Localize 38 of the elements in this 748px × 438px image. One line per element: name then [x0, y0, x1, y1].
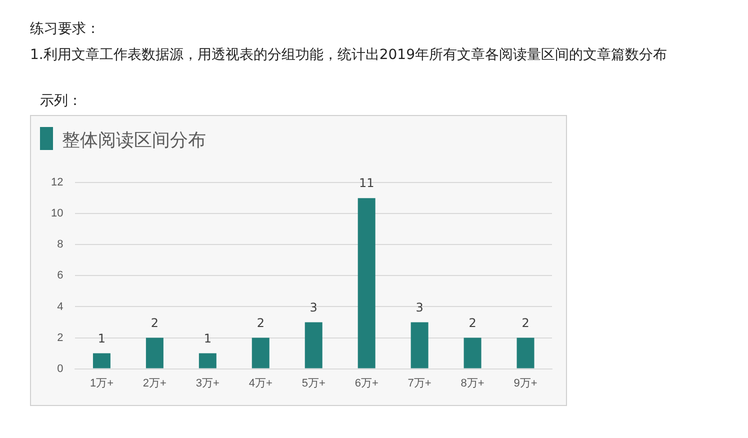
data-label: 2 [256, 316, 264, 330]
data-label: 11 [358, 176, 374, 190]
x-tick-label: 9万+ [514, 377, 538, 390]
x-tick-label: 5万+ [302, 377, 326, 390]
data-label: 2 [150, 316, 159, 330]
bar [516, 338, 534, 368]
x-tick-label: 8万+ [460, 377, 484, 390]
data-label: 2 [522, 316, 530, 330]
data-label: 2 [468, 316, 476, 330]
x-tick-label: 3万+ [196, 377, 220, 390]
bar [304, 322, 322, 368]
y-tick-label: 6 [57, 270, 64, 282]
bar [146, 338, 164, 368]
text: 1.利用文章工作表数据源，用透视表的分组功能，统计出2019年所有文章各阅读量区间的文章篇数分布 [30, 46, 667, 64]
y-tick-label: 10 [50, 208, 64, 220]
data-label: 1 [204, 331, 212, 346]
text: 练习要求： [30, 20, 100, 38]
bar [358, 198, 376, 368]
bar [252, 338, 270, 368]
bar [464, 338, 482, 368]
y-tick-label: 0 [57, 362, 64, 375]
bar [198, 353, 216, 368]
y-tick-label: 4 [57, 300, 64, 313]
bar [92, 353, 110, 368]
y-tick-label: 2 [57, 332, 64, 344]
x-tick-label: 6万+ [354, 377, 378, 390]
y-tick-label: 12 [50, 176, 64, 189]
bar [410, 322, 428, 368]
x-tick-label: 1万+ [90, 377, 114, 390]
y-tick-label: 8 [57, 238, 64, 251]
data-label: 3 [310, 300, 318, 314]
chart-title: 整体阅读区间分布 [62, 129, 206, 152]
data-label: 3 [416, 300, 424, 314]
text: 示列： [40, 92, 82, 110]
data-label: 1 [98, 331, 106, 346]
x-tick-label: 4万+ [248, 377, 272, 390]
x-tick-label: 7万+ [408, 377, 432, 390]
x-tick-label: 2万+ [142, 377, 166, 390]
